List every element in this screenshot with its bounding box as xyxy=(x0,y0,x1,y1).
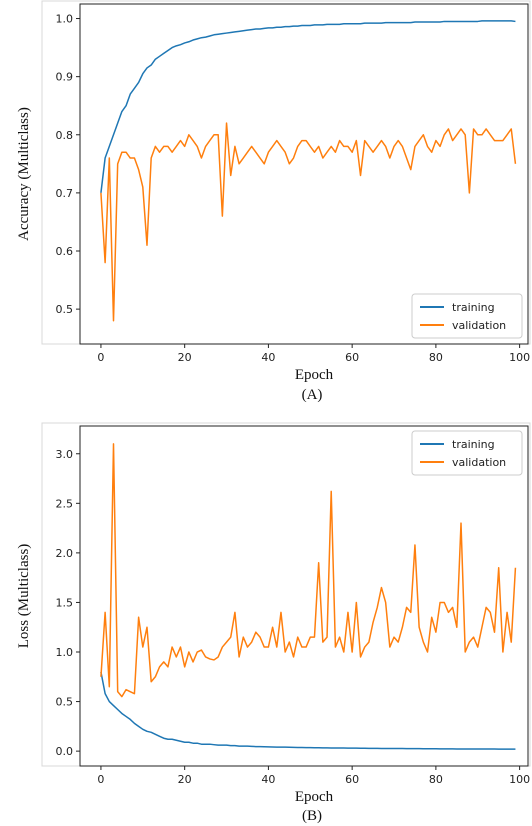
series-line-validation xyxy=(100,122,517,322)
y-tick-label: 0.8 xyxy=(56,129,74,142)
y-tick-label: 1.5 xyxy=(56,596,74,609)
x-tick-label: 80 xyxy=(429,351,443,364)
y-axis-label: Loss (Multiclass) xyxy=(16,544,32,649)
y-tick-label: 0.7 xyxy=(56,187,74,200)
y-tick-label: 0.0 xyxy=(56,745,74,758)
y-tick-label: 1.0 xyxy=(56,646,74,659)
plot-area xyxy=(79,425,529,767)
y-tick-label: 2.0 xyxy=(56,547,74,560)
legend: training validation xyxy=(411,293,523,339)
legend-box xyxy=(411,293,523,339)
x-tick-label: 40 xyxy=(261,351,275,364)
y-tick-label: 1.0 xyxy=(56,13,74,26)
y-tick-label: 2.5 xyxy=(56,497,74,510)
y-tick-label: 3.0 xyxy=(56,448,74,461)
series-line-training xyxy=(100,671,516,750)
x-tick-label: 60 xyxy=(345,773,359,786)
x-tick-label: 20 xyxy=(178,351,192,364)
x-tick-label: 60 xyxy=(345,351,359,364)
x-axis-label: Epoch xyxy=(295,367,334,383)
x-axis-label: Epoch xyxy=(295,789,334,805)
subfigure-caption: (A) xyxy=(302,387,323,403)
x-tick-label: 20 xyxy=(178,773,192,786)
series-line-training xyxy=(100,20,516,193)
loss-chart: 0 20 40 60 80 100 0.0 0.5 1.0 1.5 2.0 2.5 3.0 Epoch Lo… xyxy=(16,422,531,824)
y-axis-label: Accuracy (Multiclass) xyxy=(16,107,32,241)
accuracy-chart: 0 20 40 60 80 100 0.5 0.6 0.7 0.8 0.9 1.0 Epoch Accur… xyxy=(16,0,531,403)
legend-label-validation: validation xyxy=(452,456,506,469)
legend-label-validation: validation xyxy=(452,319,506,332)
plot-area xyxy=(79,3,529,345)
y-tick-label: 0.9 xyxy=(56,71,74,84)
legend-label-training: training xyxy=(452,438,495,451)
x-tick-label: 0 xyxy=(97,773,104,786)
legend-box xyxy=(411,430,523,476)
x-tick-label: 40 xyxy=(261,773,275,786)
series-line-validation xyxy=(100,443,517,698)
x-tick-label: 100 xyxy=(509,351,530,364)
y-tick-label: 0.5 xyxy=(56,303,74,316)
y-tick-label: 0.6 xyxy=(56,245,74,258)
y-tick-label: 0.5 xyxy=(56,696,74,709)
legend: training validation xyxy=(411,430,523,476)
x-tick-label: 100 xyxy=(509,773,530,786)
subfigure-caption: (B) xyxy=(302,808,322,824)
x-tick-label: 0 xyxy=(97,351,104,364)
legend-label-training: training xyxy=(452,301,495,314)
x-tick-label: 80 xyxy=(429,773,443,786)
